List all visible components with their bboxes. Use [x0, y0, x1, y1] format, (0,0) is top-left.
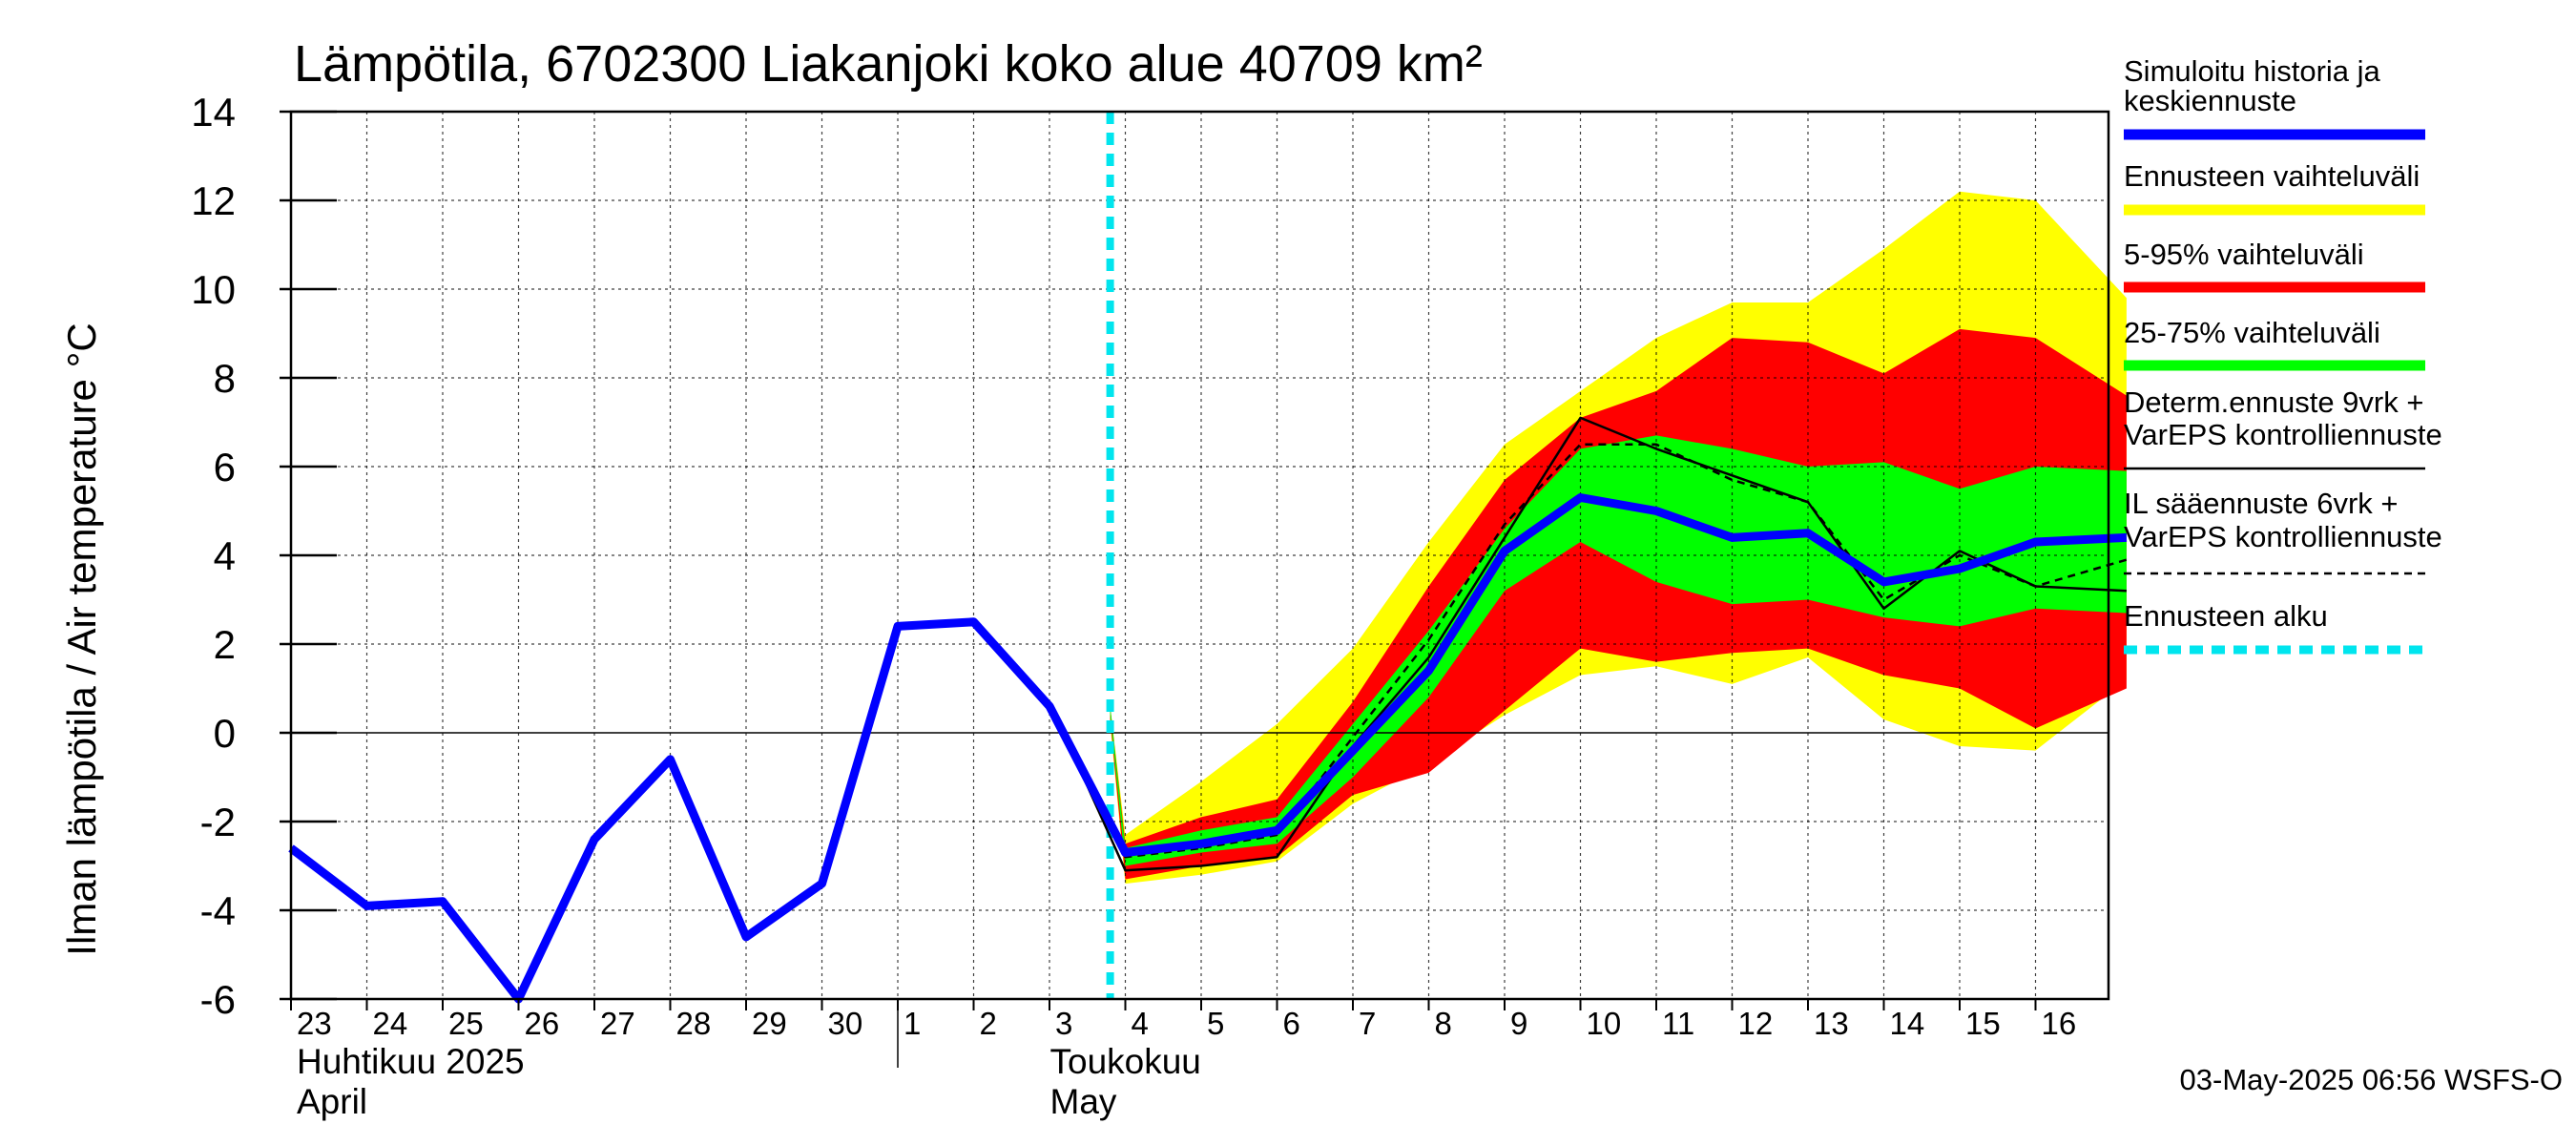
band-green-25-75 — [1110, 435, 2127, 866]
x-tick-label: 30 — [828, 1006, 863, 1041]
month-label: Huhtikuu 2025 — [297, 1042, 525, 1081]
y-axis-label: Ilman lämpötila / Air temperature °C — [59, 323, 104, 955]
x-tick-label: 24 — [373, 1006, 408, 1041]
legend-label: IL sääennuste 6vrk + — [2124, 487, 2399, 520]
timestamp: 03-May-2025 06:56 WSFS-O — [2180, 1063, 2563, 1096]
x-tick-label: 4 — [1132, 1006, 1149, 1041]
y-tick-label: -2 — [200, 800, 236, 844]
y-tick-label: 8 — [214, 356, 236, 401]
legend-label: keskiennuste — [2124, 84, 2296, 117]
y-tick-label: 0 — [214, 711, 236, 756]
y-tick-label: 10 — [191, 267, 236, 312]
x-tick-label: 13 — [1814, 1006, 1849, 1041]
legend-label: Ennusteen alku — [2124, 599, 2328, 633]
x-tick-label: 1 — [904, 1006, 921, 1041]
x-tick-label: 14 — [1890, 1006, 1925, 1041]
x-tick-label: 7 — [1359, 1006, 1376, 1041]
x-tick-label: 2 — [980, 1006, 997, 1041]
grid — [291, 112, 2109, 999]
x-tick-label: 25 — [448, 1006, 484, 1041]
legend-label: VarEPS kontrolliennuste — [2124, 418, 2442, 451]
x-tick-label: 28 — [676, 1006, 712, 1041]
forecast-bands — [1110, 191, 2127, 885]
series-lines — [288, 416, 2128, 1004]
x-tick-label: 23 — [297, 1006, 332, 1041]
y-tick-label: 12 — [191, 178, 236, 223]
y-tick-label: -4 — [200, 888, 236, 933]
y-tick-label: 4 — [214, 533, 236, 578]
y-tick-label: 2 — [214, 622, 236, 667]
series-determ-forecast — [972, 416, 2127, 872]
x-tick-label: 11 — [1662, 1006, 1694, 1041]
month-label-en: April — [297, 1082, 367, 1121]
legend-label: VarEPS kontrolliennuste — [2124, 520, 2442, 553]
y-tick-label: 6 — [214, 445, 236, 489]
y-tick-label: 14 — [191, 90, 236, 135]
x-tick-label: 16 — [2042, 1006, 2077, 1041]
x-tick-label: 9 — [1510, 1006, 1527, 1041]
legend-label: 5-95% vaihteluväli — [2124, 238, 2364, 271]
x-tick-label: 12 — [1738, 1006, 1774, 1041]
x-tick-label: 5 — [1207, 1006, 1224, 1041]
legend-label: Simuloitu historia ja — [2124, 54, 2381, 88]
x-tick-label: 3 — [1055, 1006, 1072, 1041]
series-simulated-mean — [288, 493, 2128, 1004]
legend-label: Ennusteen vaihteluväli — [2124, 159, 2420, 193]
y-tick-label: -6 — [200, 977, 236, 1022]
legend-label: Determ.ennuste 9vrk + — [2124, 385, 2423, 419]
x-tick-label: 8 — [1435, 1006, 1452, 1041]
x-tick-label: 29 — [752, 1006, 787, 1041]
x-tick-label: 10 — [1587, 1006, 1622, 1041]
chart-title: Lämpötila, 6702300 Liakanjoki koko alue … — [294, 35, 1483, 93]
month-label-en: May — [1050, 1082, 1117, 1121]
x-tick-label: 6 — [1283, 1006, 1300, 1041]
month-label: Toukokuu — [1050, 1042, 1201, 1081]
x-tick-label: 26 — [525, 1006, 560, 1041]
x-tick-label: 27 — [600, 1006, 635, 1041]
x-tick-label: 15 — [1965, 1006, 2001, 1041]
legend-label: 25-75% vaihteluväli — [2124, 316, 2380, 349]
